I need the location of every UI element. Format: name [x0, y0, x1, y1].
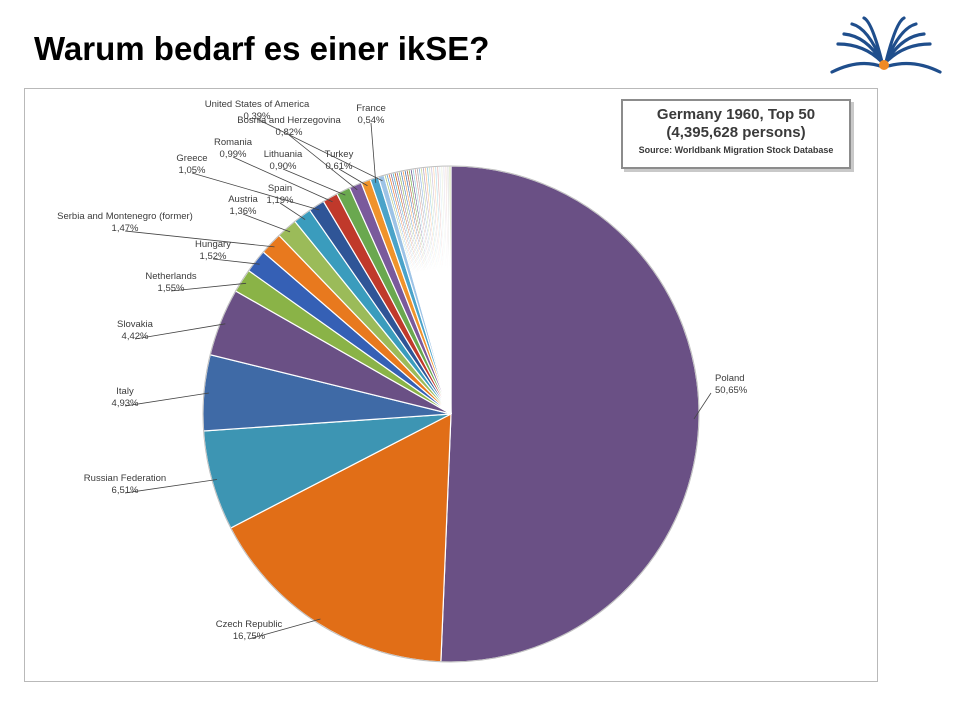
slice-value-label: 1,19% — [267, 195, 294, 206]
leader-line — [134, 323, 226, 340]
slice-label: France — [356, 103, 386, 114]
leader-line — [248, 618, 321, 640]
pie-chart-frame: Poland 50,65% Czech Republic 16,75% Russian … — [24, 88, 878, 682]
slice-value-label: 50,65% — [715, 385, 748, 396]
slice-label: Netherlands — [145, 271, 196, 282]
slice-value-label: 0,99% — [220, 149, 247, 160]
slice-label: Romania — [214, 137, 253, 148]
slice-label: Turkey — [325, 149, 354, 160]
leader-line — [191, 172, 320, 211]
leader-line — [124, 392, 209, 407]
leader-line — [288, 134, 358, 191]
chart-info-box: Germany 1960, Top 50 (4,395,628 persons)… — [621, 99, 851, 169]
leader-line — [693, 392, 712, 420]
chart-subtitle: (4,395,628 persons) — [666, 124, 806, 141]
open-book-logo-icon — [826, 14, 946, 83]
leader-line — [124, 479, 218, 494]
slice-label: Italy — [116, 386, 134, 397]
slice-value-label: 0,61% — [326, 161, 353, 172]
chart-title: Germany 1960, Top 50 — [656, 106, 816, 123]
leader-line — [282, 168, 346, 196]
slice-value-label: 0,82% — [276, 127, 303, 138]
leader-line — [212, 258, 260, 265]
slice-value-label: 1,47% — [112, 223, 139, 234]
leader-line — [370, 122, 377, 183]
leader-line — [338, 168, 368, 187]
pie-slice-poland — [440, 165, 700, 663]
slice-value-label: 16,75% — [233, 631, 266, 642]
slice-value-label: 4,93% — [112, 398, 139, 409]
leader-line — [279, 202, 306, 220]
slice-value-label: 6,51% — [112, 485, 139, 496]
leader-line — [256, 118, 383, 182]
slice-label: Bosnia and Herzegovina — [237, 115, 341, 126]
slice-value-label: 0,54% — [358, 115, 385, 126]
slice-label: Poland — [715, 373, 745, 384]
leader-line — [170, 282, 247, 292]
slice-value-label: 0,39% — [244, 111, 271, 122]
slice-label: Slovakia — [117, 319, 154, 330]
slice-label: Greece — [176, 153, 207, 164]
slice-value-label: 1,55% — [158, 283, 185, 294]
leader-line — [232, 156, 333, 203]
slice-label: Lithuania — [264, 149, 303, 160]
slice-label: Serbia and Montenegro (former) — [57, 211, 193, 222]
leader-line — [124, 230, 275, 248]
slice-label: United States of America — [205, 99, 310, 110]
slice-label: Czech Republic — [216, 619, 283, 630]
slice-value-label: 1,05% — [179, 165, 206, 176]
slice-label: Hungary — [195, 239, 231, 250]
pie-rim — [202, 165, 700, 663]
chart-source: Source: Worldbank Migration Stock Databa… — [638, 145, 834, 155]
slice-value-label: 4,42% — [122, 331, 149, 342]
slice-value-label: 1,36% — [230, 206, 257, 217]
slice-label: Russian Federation — [84, 473, 166, 484]
slide-title: Warum bedarf es einer ikSE? — [34, 30, 490, 67]
leader-line — [242, 213, 291, 233]
slice-value-label: 1,52% — [200, 251, 227, 262]
slice-label: Spain — [268, 183, 292, 194]
slice-label: Austria — [228, 194, 258, 205]
slice-value-label: 0,90% — [270, 161, 297, 172]
